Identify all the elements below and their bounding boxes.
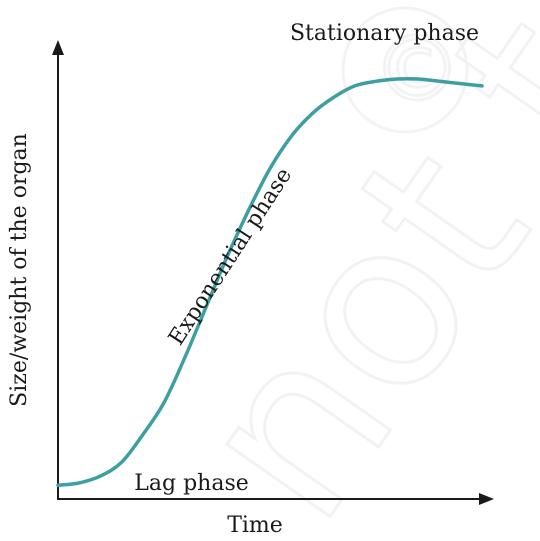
svg-text:not to be: not to be: [144, 0, 540, 541]
x-axis-label: Time: [227, 513, 283, 538]
annotation-lag-phase: Lag phase: [134, 471, 248, 496]
watermark: © not to be: [143, 0, 540, 541]
x-axis-arrow: [479, 493, 494, 505]
annotation-stationary-phase: Stationary phase: [290, 21, 479, 46]
y-axis-label: Size/weight of the organ: [7, 133, 32, 407]
y-axis-arrow: [52, 40, 64, 55]
series-line: [56, 76, 484, 487]
svg-text:©: ©: [372, 17, 462, 122]
